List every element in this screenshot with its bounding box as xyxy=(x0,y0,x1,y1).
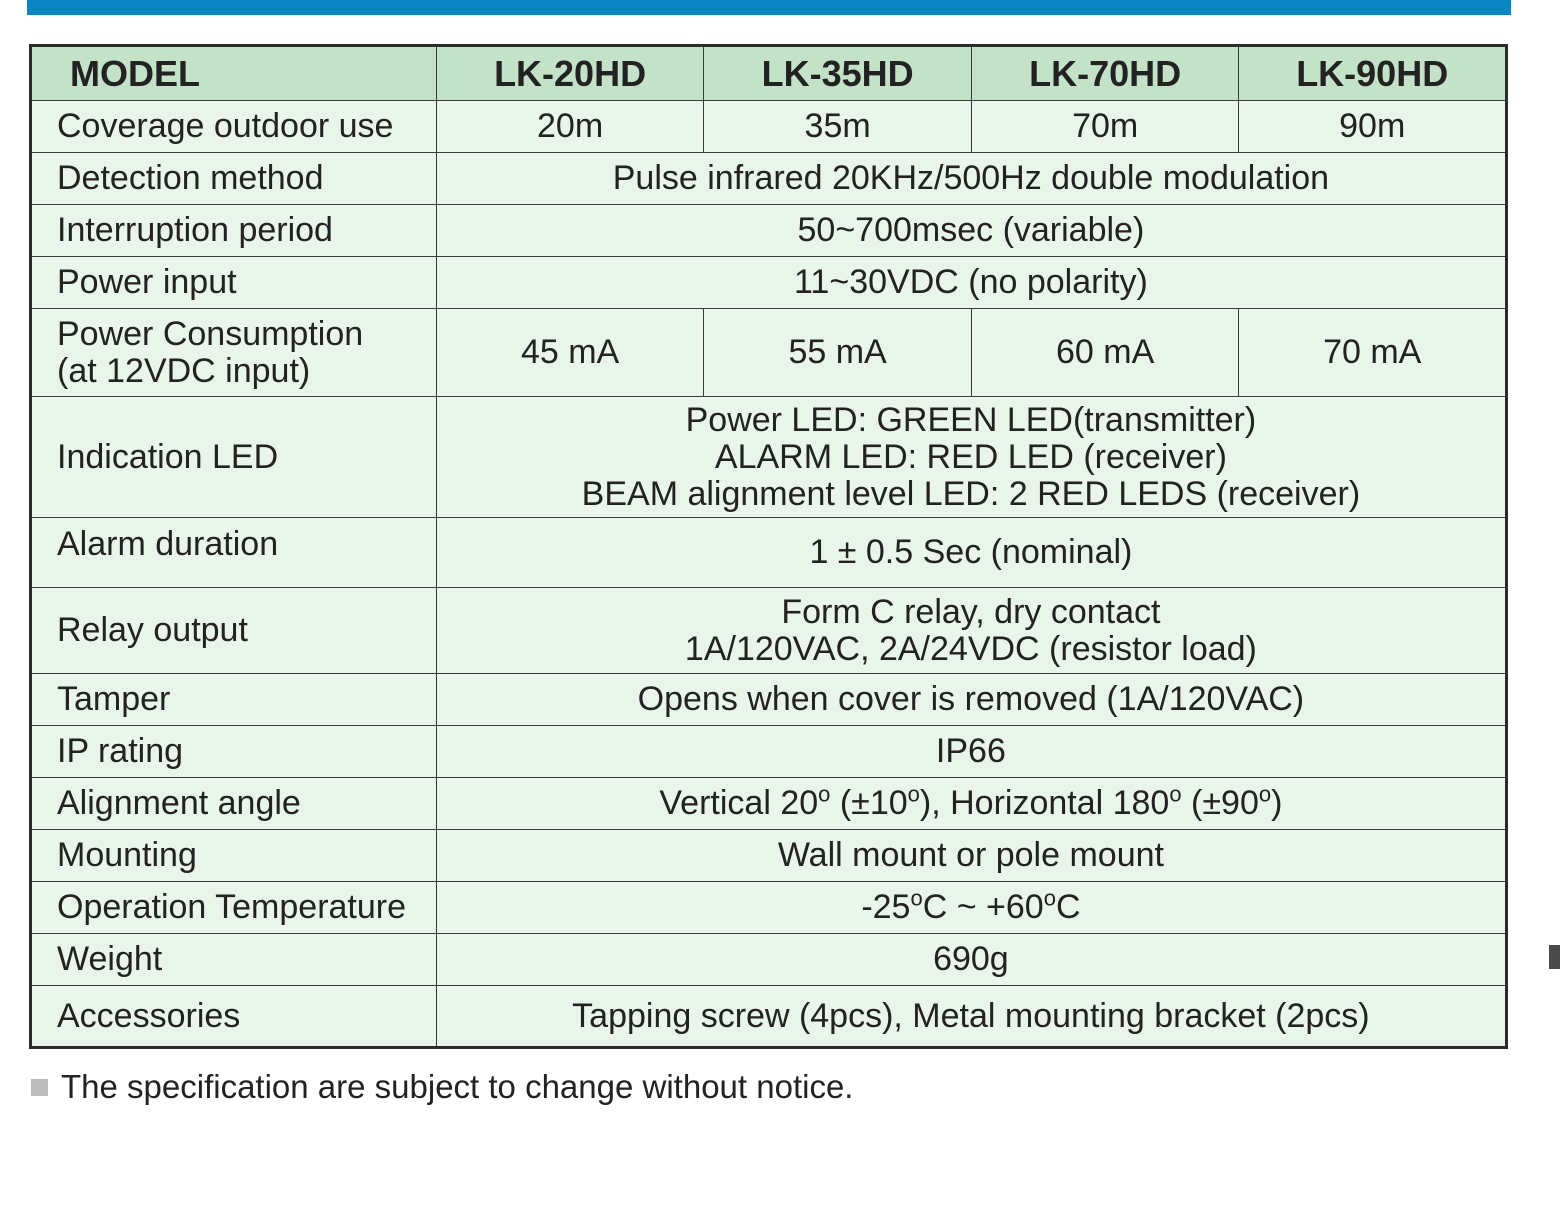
row-label: Tamper xyxy=(30,673,437,726)
row-label: Coverage outdoor use xyxy=(30,100,437,153)
specification-table: MODEL LK-20HD LK-35HD LK-70HD LK-90HD Co… xyxy=(29,44,1508,1049)
row-label: Detection method xyxy=(30,152,437,205)
value-text: (±10 xyxy=(830,784,908,822)
row-label: Relay output xyxy=(30,587,437,674)
cell-value: IP66 xyxy=(435,725,1508,778)
table-row: Coverage outdoor use 20m 35m 70m 90m xyxy=(30,100,1507,153)
model-lk-90hd: LK-90HD xyxy=(1238,45,1507,101)
footnote: The specification are subject to change … xyxy=(31,1068,853,1106)
cell-value: 70m xyxy=(970,100,1240,153)
table-row: Alignment angle Vertical 20o (±10o), Hor… xyxy=(30,777,1508,830)
table-row: Alarm duration 1 ± 0.5 Sec (nominal) xyxy=(30,517,1508,588)
cell-value: Pulse infrared 20KHz/500Hz double modula… xyxy=(435,152,1508,205)
cell-value: 55 mA xyxy=(703,308,972,397)
model-lk-35hd: LK-35HD xyxy=(703,45,972,101)
cell-value: Power LED: GREEN LED(transmitter) ALARM … xyxy=(435,396,1508,518)
table-row: Interruption period 50~700msec (variable… xyxy=(30,204,1508,257)
value-line: Form C relay, dry contact xyxy=(781,592,1161,631)
degree-symbol: o xyxy=(1169,781,1182,807)
degree-symbol: o xyxy=(910,885,923,911)
table-row: Power input 11~30VDC (no polarity) xyxy=(30,256,1508,309)
row-label: Mounting xyxy=(30,829,437,882)
value-text: ), Horizontal 180 xyxy=(919,784,1170,822)
cell-value: 90m xyxy=(1238,100,1507,153)
cell-value: Form C relay, dry contact 1A/120VAC, 2A/… xyxy=(435,587,1508,674)
row-label: Alarm duration xyxy=(30,517,437,588)
model-lk-70hd: LK-70HD xyxy=(970,45,1240,101)
value-text: (±90 xyxy=(1181,784,1259,822)
row-label: Weight xyxy=(30,933,437,986)
table-row: Mounting Wall mount or pole mount xyxy=(30,829,1508,882)
row-label: Power Consumption (at 12VDC input) xyxy=(30,308,437,397)
cell-value: 45 mA xyxy=(435,308,705,397)
cell-value: Opens when cover is removed (1A/120VAC) xyxy=(435,673,1508,726)
model-lk-20hd: LK-20HD xyxy=(435,45,705,101)
value-line: 1A/120VAC, 2A/24VDC (resistor load) xyxy=(684,629,1257,668)
row-label: IP rating xyxy=(30,725,437,778)
row-label-line: Power Consumption xyxy=(57,314,364,353)
top-accent-bar xyxy=(27,0,1511,15)
table-row: IP rating IP66 xyxy=(30,725,1508,778)
cell-value: Vertical 20o (±10o), Horizontal 180o (±9… xyxy=(435,777,1508,830)
cell-value: 50~700msec (variable) xyxy=(435,204,1508,257)
cell-value: 11~30VDC (no polarity) xyxy=(435,256,1508,309)
cell-value: 35m xyxy=(703,100,972,153)
cell-value: 20m xyxy=(435,100,705,153)
square-bullet-icon xyxy=(31,1078,48,1096)
model-header: MODEL xyxy=(30,45,437,101)
table-row: Indication LED Power LED: GREEN LED(tran… xyxy=(30,396,1508,518)
row-label: Alignment angle xyxy=(30,777,437,830)
value-text: ) xyxy=(1271,784,1283,822)
cell-value: Wall mount or pole mount xyxy=(435,829,1508,882)
table-row: Relay output Form C relay, dry contact 1… xyxy=(30,587,1508,674)
degree-symbol: o xyxy=(1043,885,1056,911)
table-row: Operation Temperature -25oC ~ +60oC xyxy=(30,881,1508,934)
degree-symbol: o xyxy=(818,781,831,807)
value-text: C ~ +60 xyxy=(922,888,1044,926)
degree-symbol: o xyxy=(1258,781,1272,807)
value-text: -25 xyxy=(861,888,911,926)
footnote-text: The specification are subject to change … xyxy=(61,1068,854,1105)
cell-value: 690g xyxy=(435,933,1508,986)
row-label-line: (at 12VDC input) xyxy=(57,351,311,390)
edge-marker xyxy=(1549,945,1560,969)
row-label: Accessories xyxy=(30,985,437,1048)
row-label: Power input xyxy=(30,256,437,309)
cell-value: 60 mA xyxy=(970,308,1240,397)
table-row: Tamper Opens when cover is removed (1A/1… xyxy=(30,673,1508,726)
row-label: Interruption period xyxy=(30,204,437,257)
cell-value: 1 ± 0.5 Sec (nominal) xyxy=(435,517,1508,588)
value-line: BEAM alignment level LED: 2 RED LEDS (re… xyxy=(581,474,1361,513)
header-row: MODEL LK-20HD LK-35HD LK-70HD LK-90HD xyxy=(30,45,1507,101)
row-label: Indication LED xyxy=(30,396,437,518)
value-line: Power LED: GREEN LED(transmitter) xyxy=(685,400,1257,439)
cell-value: -25oC ~ +60oC xyxy=(435,881,1508,934)
table-row: Detection method Pulse infrared 20KHz/50… xyxy=(30,152,1508,205)
value-text: Vertical 20 xyxy=(659,784,819,822)
cell-value: Tapping screw (4pcs), Metal mounting bra… xyxy=(435,985,1508,1048)
cell-value: 70 mA xyxy=(1238,308,1507,397)
degree-symbol: o xyxy=(907,781,920,807)
table-row: Accessories Tapping screw (4pcs), Metal … xyxy=(30,985,1508,1048)
value-line: ALARM LED: RED LED (receiver) xyxy=(714,437,1227,476)
table-row: Weight 690g xyxy=(30,933,1508,986)
table-row: Power Consumption (at 12VDC input) 45 mA… xyxy=(30,308,1507,397)
row-label: Operation Temperature xyxy=(30,881,437,934)
value-text: C xyxy=(1055,888,1081,926)
